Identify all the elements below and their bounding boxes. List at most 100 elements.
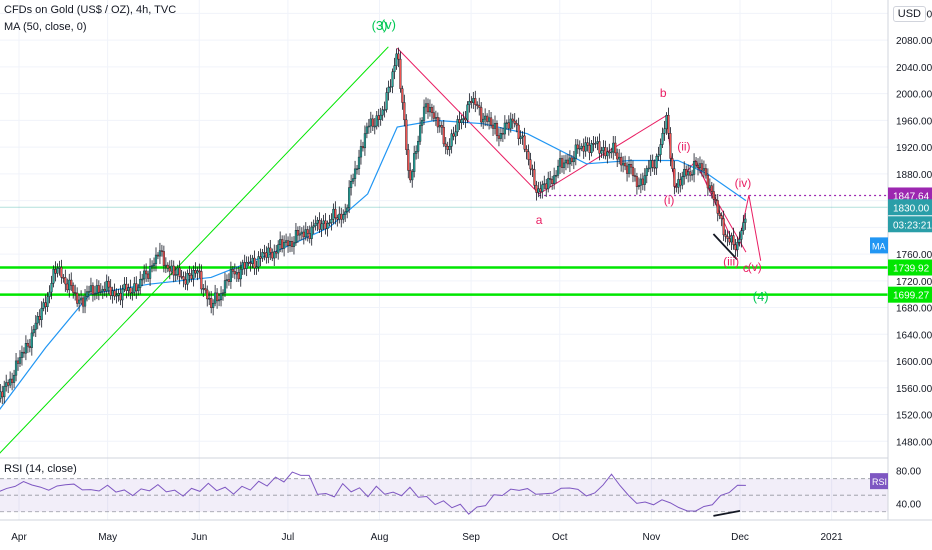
candle-body	[326, 223, 329, 229]
candle-body	[48, 291, 51, 297]
candle-body	[336, 217, 339, 220]
candle-body	[491, 124, 495, 129]
candle-body	[5, 382, 8, 387]
candle-body	[623, 162, 627, 167]
candle-body	[186, 273, 189, 285]
candle-body	[689, 171, 692, 176]
candle-body	[460, 119, 463, 123]
candle-body	[495, 123, 499, 137]
candle-body	[111, 290, 114, 296]
candle-body	[586, 142, 589, 146]
candle-body	[633, 175, 637, 177]
candle-body	[730, 235, 733, 243]
candle-body	[210, 298, 213, 308]
candle-body	[478, 105, 481, 108]
candle-body	[107, 280, 110, 288]
candle-body	[551, 179, 554, 184]
candle-body	[194, 270, 197, 274]
currency-button[interactable]: USD	[892, 6, 926, 22]
candle-body	[525, 149, 528, 152]
candle-body	[332, 208, 335, 220]
candle-body	[675, 186, 678, 188]
candle-body	[531, 168, 534, 171]
candle-body	[152, 263, 156, 266]
candle-body	[694, 161, 698, 166]
candle-body	[722, 218, 725, 236]
candle-body	[363, 133, 367, 149]
candle-body	[269, 247, 272, 253]
candle-body	[359, 146, 363, 158]
candle-body	[93, 293, 96, 295]
candle-body	[81, 297, 85, 307]
candle-body	[653, 167, 656, 169]
candle-body	[570, 157, 573, 163]
candle-body	[572, 158, 575, 163]
candle-body	[692, 161, 696, 175]
candle-body	[691, 174, 694, 176]
candle-body	[170, 265, 173, 272]
candle-body	[681, 176, 684, 186]
candle-body	[97, 285, 100, 293]
y-tick-label: 1600.00	[896, 357, 932, 368]
candle-body	[26, 343, 29, 347]
candle-body	[513, 120, 516, 124]
candle-body	[397, 53, 400, 60]
candle-body	[178, 267, 181, 277]
wave-label: (ii)	[677, 139, 690, 153]
candle-body	[584, 142, 587, 152]
candle-body	[233, 271, 236, 275]
candle-body	[714, 199, 717, 201]
candle-body	[129, 287, 132, 294]
candle-body	[401, 88, 404, 103]
candle-body	[154, 254, 158, 264]
candle-body	[442, 126, 445, 145]
candle-body	[0, 391, 2, 399]
candle-body	[304, 229, 307, 238]
candle-body	[710, 185, 713, 192]
candle-body	[74, 292, 77, 294]
candle-body	[671, 158, 674, 169]
candle-body	[237, 272, 240, 280]
candle-body	[606, 151, 609, 157]
candle-body	[454, 131, 457, 137]
candle-body	[32, 329, 35, 334]
y-tick-label: 1760.00	[896, 250, 932, 261]
candle-body	[415, 151, 418, 154]
candle-body	[62, 277, 65, 279]
candle-body	[190, 274, 193, 279]
candle-body	[535, 185, 538, 193]
candle-body	[348, 187, 351, 209]
candle-body	[355, 168, 359, 171]
y-tick-label: 1720.00	[896, 277, 932, 288]
candle-body	[338, 213, 341, 220]
ma-tag-bg	[870, 237, 888, 254]
candle-body	[456, 119, 459, 133]
candle-body	[302, 231, 305, 238]
candle-body	[744, 218, 747, 223]
candle-body	[740, 230, 743, 240]
candle-body	[489, 117, 493, 126]
candle-body	[696, 164, 700, 168]
candle-body	[135, 283, 138, 292]
candle-body	[318, 219, 321, 230]
y-tick-label: 1480.00	[896, 437, 932, 448]
candle-body	[450, 133, 453, 147]
candle-body	[115, 294, 118, 297]
candle-body	[515, 123, 518, 126]
candle-body	[547, 178, 550, 190]
candle-body	[588, 145, 591, 153]
candle-body	[576, 144, 579, 149]
wave-label: a	[536, 213, 543, 227]
candle-body	[103, 288, 106, 292]
candle-body	[560, 158, 564, 168]
wave-label: (iv)	[735, 176, 752, 190]
candle-body	[143, 270, 146, 280]
candle-body	[393, 65, 396, 73]
candle-body	[257, 256, 260, 268]
candle-body	[422, 106, 426, 121]
candle-body	[40, 308, 43, 320]
candle-body	[76, 292, 79, 304]
candle-body	[3, 386, 6, 398]
candle-body	[629, 164, 633, 168]
